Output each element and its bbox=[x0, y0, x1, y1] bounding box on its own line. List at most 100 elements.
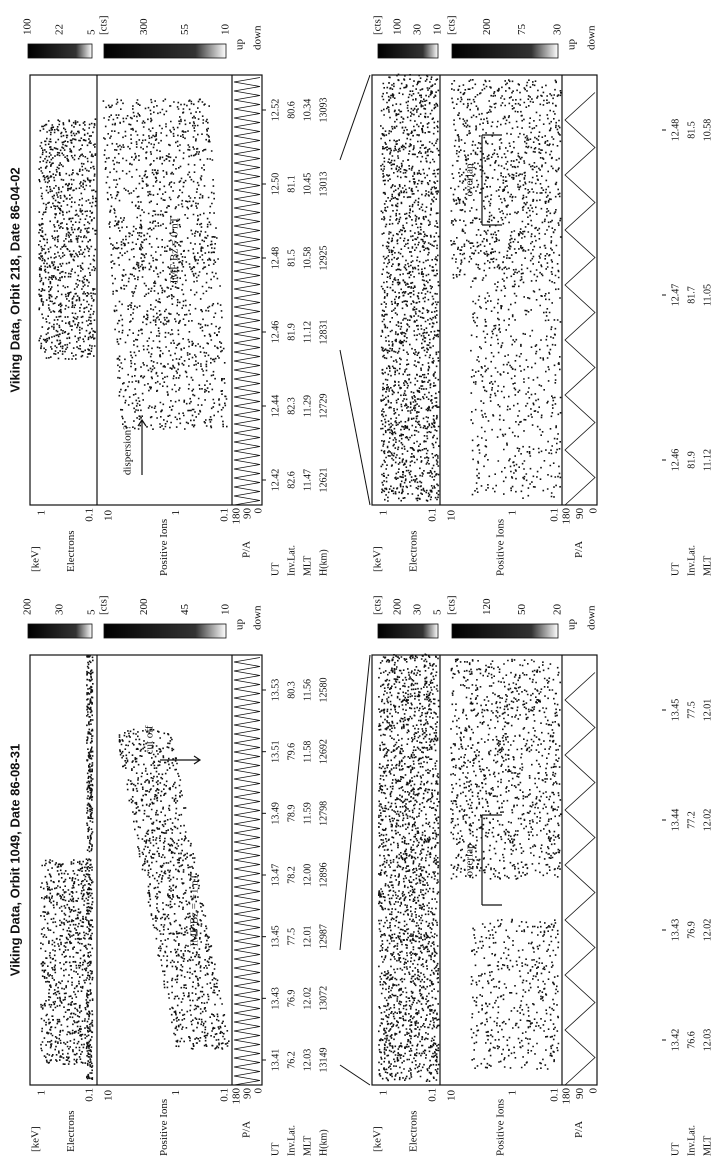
colorbar-label: [cts] bbox=[446, 595, 458, 615]
axis-label: P/A bbox=[573, 541, 585, 558]
table-cell: 13.53 bbox=[270, 679, 281, 702]
table-cell: 12.02 bbox=[702, 919, 713, 942]
axis-label: Electrons bbox=[65, 530, 77, 572]
table-row-label: Inv.Lat. bbox=[686, 545, 697, 576]
colorbar bbox=[27, 623, 93, 639]
table-cell: 11.58 bbox=[302, 741, 313, 763]
table-cell: 12580 bbox=[318, 678, 329, 703]
colorbar-label: 100 bbox=[22, 18, 34, 35]
spectrogram-texture bbox=[450, 658, 562, 880]
axis-tick-label: 0.1 bbox=[84, 1088, 96, 1102]
pa-direction-label: up bbox=[566, 39, 578, 51]
table-cell: 10.58 bbox=[302, 247, 313, 270]
table-cell: 11.12 bbox=[702, 449, 713, 471]
table-cell: 81.5 bbox=[286, 249, 297, 267]
axis-tick-label: 0.1 bbox=[427, 1088, 439, 1102]
table-cell: 12.03 bbox=[702, 1029, 713, 1052]
colorbar-label: 300 bbox=[138, 18, 150, 35]
table-cell: 82.6 bbox=[286, 471, 297, 489]
axis-tick-label: 1 bbox=[36, 1090, 48, 1096]
table-cell: 13093 bbox=[318, 98, 329, 123]
colorbar-label: 55 bbox=[179, 24, 191, 36]
axis-label: P/A bbox=[573, 1121, 585, 1138]
table-cell: 12896 bbox=[318, 863, 329, 888]
annotation: IMF Bz = 0 nT bbox=[169, 216, 181, 283]
colorbar-label: 5 bbox=[86, 609, 98, 615]
table-row-label: Inv.Lat. bbox=[686, 1125, 697, 1156]
annotation: cut off bbox=[144, 725, 156, 754]
pitch-angle-trace bbox=[564, 92, 596, 506]
spectrogram-texture bbox=[38, 118, 97, 360]
table-row-label: H(km) bbox=[318, 549, 329, 576]
axis-label: Electrons bbox=[408, 530, 420, 572]
table-cell: 11.47 bbox=[302, 469, 313, 491]
table-cell: 13.44 bbox=[670, 809, 681, 832]
arrow bbox=[137, 418, 147, 475]
table-cell: 12798 bbox=[318, 801, 329, 826]
axis-tick-label: 90 bbox=[574, 508, 586, 520]
zoom-frame bbox=[371, 74, 598, 506]
spectrogram-texture bbox=[40, 858, 88, 1065]
colorbar-label: 10 bbox=[220, 24, 232, 36]
table-cell: 82.3 bbox=[286, 397, 297, 415]
colorbar-label: 30 bbox=[54, 604, 66, 616]
colorbar bbox=[103, 623, 227, 639]
axis-tick-label: 1 bbox=[170, 1090, 182, 1096]
colorbar-label: [cts] bbox=[446, 15, 458, 35]
axis-label: Positive Ions bbox=[158, 1099, 170, 1156]
bracket bbox=[481, 134, 502, 226]
table-cell: 76.9 bbox=[286, 990, 297, 1008]
zoom-connector bbox=[339, 349, 371, 506]
table-cell: 81.9 bbox=[686, 451, 697, 469]
table-cell: 13.43 bbox=[270, 987, 281, 1010]
axis-label: Positive Ions bbox=[158, 519, 170, 576]
axis-tick-label: 1 bbox=[378, 510, 390, 516]
table-row-label: UT bbox=[270, 1143, 281, 1156]
annotation: overlap bbox=[464, 843, 476, 876]
table-row-label: MLT bbox=[302, 1136, 313, 1156]
table-cell: 13.43 bbox=[670, 919, 681, 942]
table-cell: 81.1 bbox=[286, 175, 297, 193]
table-cell: 81.5 bbox=[686, 121, 697, 139]
axis-tick-label: 90 bbox=[242, 1088, 254, 1100]
axis-tick-label: 1 bbox=[378, 1090, 390, 1096]
table-cell: 11.59 bbox=[302, 802, 313, 824]
colorbar-label: 100 bbox=[392, 18, 404, 35]
colorbar bbox=[377, 43, 439, 59]
axis-label: P/A bbox=[241, 1121, 253, 1138]
table-cell: 12621 bbox=[318, 468, 329, 493]
colorbar-label: 10 bbox=[432, 24, 444, 36]
table-cell: 13.41 bbox=[270, 1049, 281, 1072]
figure-title: Viking Data, Orbit 1049, Date 86-08-31 bbox=[7, 744, 22, 976]
spectrogram-texture bbox=[102, 98, 228, 430]
table-cell: 78.9 bbox=[286, 805, 297, 823]
overview-frame bbox=[29, 654, 263, 1086]
axis-tick-label: 0.1 bbox=[427, 508, 439, 522]
table-row-label: UT bbox=[270, 563, 281, 576]
table-cell: 77.5 bbox=[286, 928, 297, 946]
colorbar-label: [cts] bbox=[98, 595, 110, 615]
table-cell: 76.6 bbox=[686, 1031, 697, 1049]
colorbar-label: [cts] bbox=[98, 15, 110, 35]
overview-frame bbox=[29, 74, 263, 506]
axis-tick-label: 1 bbox=[170, 510, 182, 516]
axis-tick-label: 10 bbox=[446, 1090, 458, 1102]
unit-label: [keV] bbox=[372, 1126, 384, 1152]
table-cell: 80.6 bbox=[286, 101, 297, 119]
annotation: overlap bbox=[464, 163, 476, 196]
table-cell: 12.48 bbox=[670, 119, 681, 142]
table-cell: 77.2 bbox=[686, 811, 697, 829]
table-cell: 11.56 bbox=[302, 679, 313, 701]
table-cell: 13.42 bbox=[670, 1029, 681, 1052]
pa-direction-label: up bbox=[566, 619, 578, 631]
axis-tick-label: 90 bbox=[242, 508, 254, 520]
colorbar-label: 10 bbox=[220, 604, 232, 616]
table-cell: 79.6 bbox=[286, 743, 297, 761]
table-cell: 12.02 bbox=[702, 809, 713, 832]
table-cell: 13.45 bbox=[670, 699, 681, 722]
colorbar-label: 20 bbox=[552, 604, 564, 616]
axis-label: P/A bbox=[241, 541, 253, 558]
zoom-connector bbox=[339, 1064, 371, 1086]
table-cell: 13.51 bbox=[270, 740, 281, 763]
